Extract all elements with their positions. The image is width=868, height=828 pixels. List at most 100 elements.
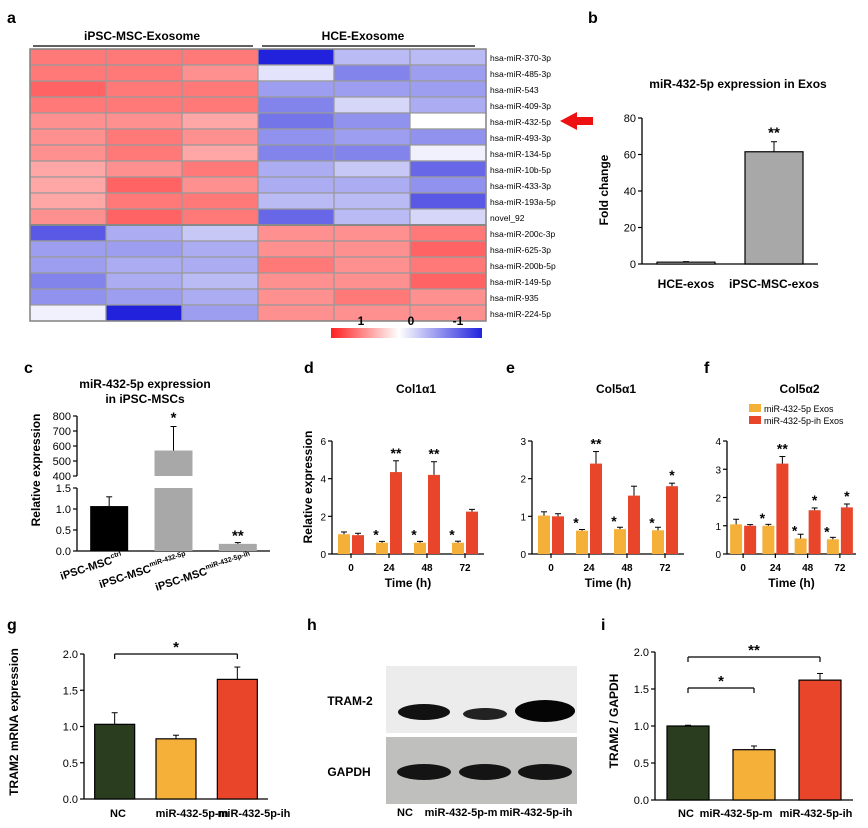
blot-membrane-tram2 xyxy=(386,666,577,733)
heatmap-cell xyxy=(409,272,487,290)
bar-mir-432-5p-exos xyxy=(414,542,426,554)
heatmap-row-label: hsa-miR-370-3p xyxy=(490,53,551,63)
heatmap-cell xyxy=(409,192,487,210)
group-label-ipsc: iPSC-MSC-Exosome xyxy=(84,29,200,43)
bar xyxy=(798,679,842,801)
heatmap-cell xyxy=(29,96,107,114)
y-tick-label: 3 xyxy=(715,465,721,476)
heatmap-cell xyxy=(105,176,183,194)
x-tick-label: 24 xyxy=(583,563,595,574)
heatmap-cell xyxy=(29,224,107,242)
heatmap-cell xyxy=(105,160,183,178)
band-tram2-mir-432-5p-m xyxy=(463,708,507,720)
y-tick-label: 600 xyxy=(53,441,71,453)
y-tick-label: 800 xyxy=(53,411,71,423)
y-tick-label: 400 xyxy=(53,471,71,483)
y-tick-label: 1.5 xyxy=(634,684,649,696)
significance-label: ** xyxy=(748,642,760,659)
y-tick-label: 2.0 xyxy=(634,647,649,659)
heatmap-cell xyxy=(257,272,335,290)
chart-title-line1: miR-432-5p expression xyxy=(79,377,210,391)
significance-label: * xyxy=(824,523,830,539)
heatmap-row-label: hsa-miR-432-5p xyxy=(490,117,551,127)
heatmap-cell xyxy=(409,48,487,66)
heatmap-cell xyxy=(105,64,183,82)
heatmap-cell xyxy=(29,256,107,274)
heatmap-cell xyxy=(257,96,335,114)
bar-mir-432-5p-exos xyxy=(614,529,626,554)
heatmap-cell xyxy=(333,224,411,242)
heatmap-cell xyxy=(409,208,487,226)
x-tick-label: 0 xyxy=(740,563,746,574)
heatmap-cell xyxy=(257,128,335,146)
x-tick-label: 72 xyxy=(659,563,671,574)
band-gapdh-mir-432-5p-m xyxy=(459,764,511,780)
heatmap-cell xyxy=(181,192,259,210)
heatmap-cell xyxy=(333,192,411,210)
y-tick-label: 0 xyxy=(630,259,636,271)
heatmap-cell xyxy=(333,112,411,130)
y-tick-label: 6 xyxy=(320,437,326,448)
y-tick-label: 1.5 xyxy=(56,483,71,495)
lane-label: miR-432-5p-ih xyxy=(500,807,573,819)
bar-mir-432-5p-exos xyxy=(762,525,775,554)
heatmap-cell xyxy=(181,256,259,274)
x-category-label: miR-432-5p-ih xyxy=(780,808,853,820)
bar xyxy=(666,725,710,801)
heatmap-cell xyxy=(409,160,487,178)
bar-mir-432-5p-exos xyxy=(826,539,839,554)
x-category-superscript: ctrl xyxy=(110,550,123,560)
bar-lower-segment xyxy=(154,488,193,551)
band-gapdh-mir-432-5p-ih xyxy=(518,764,572,780)
bar-mir-432-5p-exos xyxy=(338,534,350,554)
legend-swatch xyxy=(749,404,761,412)
heatmap-row-label: novel_92 xyxy=(490,213,525,223)
bar-mir-432-5p-exos xyxy=(794,538,807,554)
y-tick-label: 2 xyxy=(520,475,526,486)
x-category-label: miR-432-5p-ih xyxy=(218,808,291,820)
highlight-arrow-icon xyxy=(560,112,577,130)
x-category-label: iPSC-MSC-exos xyxy=(729,277,819,291)
heatmap-cell xyxy=(409,304,487,322)
y-axis-label: Relative expression xyxy=(29,414,43,527)
panel-label-g: g xyxy=(7,617,17,634)
heatmap-cell xyxy=(181,304,259,322)
y-axis-label: TRAM2 mRNA expression xyxy=(7,648,21,796)
heatmap-cell xyxy=(29,176,107,194)
y-tick-label: 4 xyxy=(715,437,721,448)
heatmap-cell xyxy=(29,144,107,162)
significance-label: ** xyxy=(777,441,788,457)
heatmap-cell xyxy=(105,80,183,98)
y-tick-label: 0.5 xyxy=(63,758,78,770)
tram2-gapdh-chart: TRAM2 / GAPDH 0.0 0.5 1.0 1.5 2.0 NC miR-432-5p… xyxy=(607,642,853,820)
heatmap-cell xyxy=(181,160,259,178)
bar-mir-432-5p-ih-exos xyxy=(744,525,757,554)
panel-label-b: b xyxy=(588,10,598,27)
heatmap-cell xyxy=(409,112,487,130)
heatmap-cell xyxy=(409,80,487,98)
heatmap-cell xyxy=(105,96,183,114)
bar-mir-432-5p-exos xyxy=(730,524,743,554)
heatmap-cell xyxy=(105,112,183,130)
significance-label: * xyxy=(373,527,379,543)
significance-label: ** xyxy=(391,445,402,461)
bar-mir-432-5p-ih-exos xyxy=(840,507,853,554)
heatmap-cell xyxy=(409,240,487,258)
legend-label: miR-432-5p-ih Exos xyxy=(764,416,844,426)
panel-label-i: i xyxy=(601,617,605,634)
heatmap-cell xyxy=(333,64,411,82)
heatmap-cell xyxy=(333,304,411,322)
heatmap-cell xyxy=(257,208,335,226)
y-tick-label: 0 xyxy=(320,550,326,561)
x-category-superscript: miR-432-5p xyxy=(149,550,187,568)
chart-title-line2: in iPSC-MSCs xyxy=(105,392,185,406)
heatmap-cell xyxy=(333,80,411,98)
chart-title: Col5α1 xyxy=(596,382,636,396)
heatmap-cell xyxy=(333,240,411,258)
bar xyxy=(656,261,716,265)
x-category-label: NC xyxy=(110,808,126,820)
heatmap-cell xyxy=(409,64,487,82)
heatmap-cell xyxy=(29,128,107,146)
